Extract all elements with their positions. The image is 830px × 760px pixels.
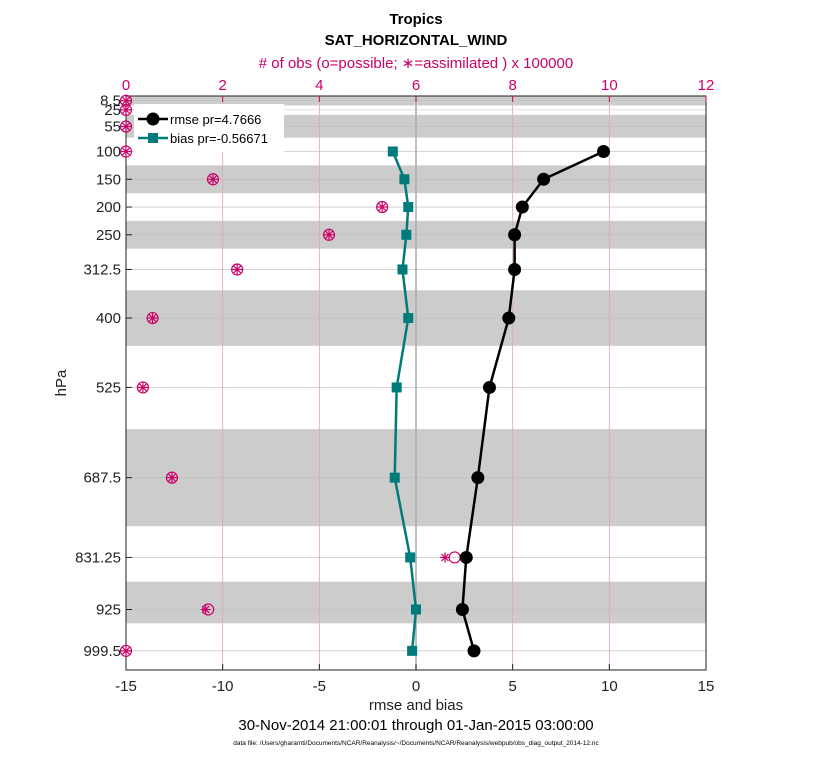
series-0-point-9 — [482, 380, 496, 394]
series-1-point-5 — [403, 202, 414, 213]
obs-assimilated-marker-0 — [121, 95, 131, 106]
series-1-point-4 — [399, 174, 410, 185]
top-tick-label-6: 12 — [698, 77, 715, 94]
top-axis-ticks: 0 2 4 6 8 10 12 — [122, 77, 715, 102]
y-tick-label-1: 25 — [104, 102, 121, 119]
top-tick-label-0: 0 — [122, 77, 130, 94]
series-1-point-11 — [405, 552, 416, 563]
x-axis-label: rmse and bias — [369, 697, 463, 714]
obs-possible-marker-3 — [119, 145, 133, 158]
top-tick-label-1: 2 — [218, 77, 226, 94]
obs-possible-marker-6 — [322, 228, 336, 241]
obs-possible-marker-10 — [165, 471, 179, 484]
series-lines — [387, 145, 611, 658]
y-axis-label: hPa — [53, 369, 70, 396]
series-0-point-4 — [537, 172, 551, 186]
series-1-point-10 — [389, 472, 400, 483]
series-1-point-9 — [391, 382, 402, 393]
series-0-point-10 — [471, 471, 485, 485]
legend-box — [134, 104, 284, 152]
obs-assimilated-marker-12 — [200, 604, 211, 615]
obs-assimilated-marker-9 — [137, 382, 148, 393]
obs-possible-marker-7 — [231, 263, 244, 276]
legend-rmse-marker — [146, 112, 160, 126]
legend-bias-marker — [148, 133, 158, 143]
obs-possible-marker-13 — [119, 644, 133, 657]
top-axis-label: # of obs (o=possible; ∗=assimilated ) x … — [259, 55, 573, 72]
x-axis-ticks: -15 -10 -5 0 5 10 15 — [115, 664, 714, 695]
x-tick-label-5: 10 — [601, 678, 618, 695]
top-tick-label-5: 10 — [601, 77, 618, 94]
series-0-point-12 — [455, 602, 469, 616]
y-tick-label-13: 999.5 — [83, 643, 121, 660]
x-tick-label-1: -10 — [212, 678, 234, 695]
top-tick-label-4: 8 — [508, 77, 516, 94]
obs-assimilated-marker-10 — [166, 472, 177, 483]
y-tick-label-10: 687.5 — [83, 470, 121, 487]
obs-count-markers — [119, 94, 461, 657]
x-tick-label-0: -15 — [115, 678, 137, 695]
legend-rmse-label: rmse pr=4.7666 — [170, 112, 261, 127]
legend: rmse pr=4.7666 bias pr=-0.56671 — [134, 104, 284, 152]
obs-possible-marker-9 — [136, 381, 150, 394]
y-tick-label-11: 831.25 — [75, 549, 121, 566]
chart-title: Tropics — [389, 11, 442, 28]
series-1-point-8 — [403, 313, 414, 324]
obs-assimilated-marker-5 — [377, 202, 388, 213]
obs-assimilated-marker-1 — [121, 104, 131, 115]
series-1-point-13 — [407, 645, 418, 656]
y-tick-label-0: 8.5 — [100, 93, 121, 110]
series-0-point-11 — [459, 550, 473, 564]
series-1-point-12 — [411, 604, 421, 615]
top-tick-label-3: 6 — [412, 77, 420, 94]
series-1-point-6 — [401, 229, 412, 240]
x-tick-label-2: -5 — [313, 678, 326, 695]
series-0-point-13 — [467, 644, 481, 658]
obs-assimilated-marker-11 — [440, 552, 450, 563]
chart-subtitle: SAT_HORIZONTAL_WIND — [325, 32, 508, 49]
data-file-note: data file: /Users/gharamti/Documents/NCA… — [233, 740, 599, 747]
date-range: 30-Nov-2014 21:00:01 through 01-Jan-2015… — [238, 717, 593, 734]
y-tick-label-3: 100 — [96, 144, 121, 161]
series-0-point-5 — [515, 200, 529, 214]
y-tick-label-4: 150 — [96, 171, 121, 188]
series-0-point-3 — [597, 145, 611, 159]
y-tick-label-9: 525 — [96, 379, 121, 396]
obs-assimilated-marker-3 — [121, 146, 131, 157]
series-0-point-7 — [508, 262, 522, 276]
top-tick-label-2: 4 — [315, 77, 323, 94]
series-1-point-3 — [387, 146, 398, 157]
x-tick-label-3: 0 — [412, 678, 420, 695]
series-1-point-7 — [397, 264, 408, 275]
obs-assimilated-marker-2 — [121, 121, 131, 132]
series-0-point-6 — [508, 228, 522, 242]
y-tick-label-2: 55 — [104, 119, 121, 136]
obs-assimilated-marker-6 — [324, 229, 334, 240]
obs-possible-marker-8 — [146, 311, 159, 325]
obs-assimilated-marker-8 — [147, 313, 158, 324]
obs-possible-marker-2 — [119, 120, 133, 133]
y-tick-label-7: 312.5 — [83, 261, 121, 278]
obs-assimilated-marker-7 — [232, 264, 243, 275]
y-tick-label-6: 250 — [96, 227, 121, 244]
x-tick-label-6: 15 — [698, 678, 715, 695]
obs-possible-marker-4 — [206, 173, 220, 186]
y-tick-label-12: 925 — [96, 601, 121, 618]
series-0-point-8 — [502, 311, 516, 325]
obs-possible-marker-5 — [376, 200, 389, 214]
y-tick-label-8: 400 — [96, 310, 121, 327]
legend-bias-label: bias pr=-0.56671 — [170, 131, 268, 146]
y-tick-label-5: 200 — [96, 199, 121, 216]
x-tick-label-4: 5 — [508, 678, 516, 695]
obs-assimilated-marker-13 — [121, 645, 131, 656]
obs-assimilated-marker-4 — [208, 174, 218, 185]
